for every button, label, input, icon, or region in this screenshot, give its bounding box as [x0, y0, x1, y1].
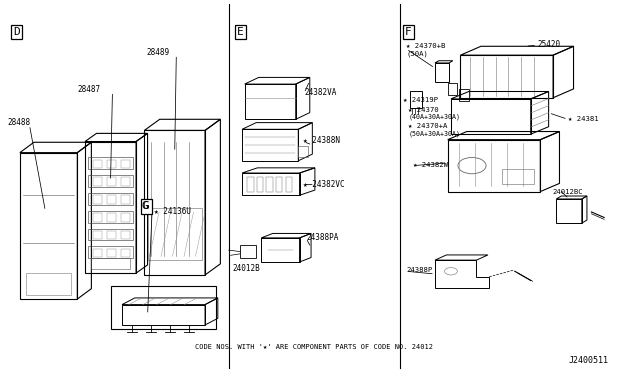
- Text: 24388P: 24388P: [406, 267, 433, 273]
- Text: (40A+30A+30A): (40A+30A+30A): [408, 114, 460, 120]
- Text: E: E: [237, 27, 244, 37]
- Text: ★ 24370+B: ★ 24370+B: [406, 43, 445, 49]
- Text: (50A+30A+30A): (50A+30A+30A): [408, 130, 460, 137]
- Text: ★ 24381: ★ 24381: [568, 116, 598, 122]
- Text: ★ 24382W: ★ 24382W: [413, 162, 447, 168]
- Text: 28489: 28489: [147, 48, 170, 57]
- Text: ★ 24388N: ★ 24388N: [303, 136, 340, 145]
- Text: ★ 24370+A: ★ 24370+A: [408, 123, 447, 129]
- Text: D: D: [13, 27, 20, 37]
- Text: F: F: [404, 27, 412, 37]
- Text: 24388PA: 24388PA: [307, 232, 339, 242]
- Text: ★ 24319P: ★ 24319P: [403, 97, 438, 103]
- Text: ★ 24370: ★ 24370: [408, 107, 439, 113]
- Text: 24382VA: 24382VA: [305, 88, 337, 97]
- Text: 24012B: 24012B: [232, 264, 260, 273]
- Text: 28488: 28488: [7, 119, 30, 128]
- Text: 24012BC: 24012BC: [552, 189, 583, 195]
- Text: J2400511: J2400511: [568, 356, 608, 365]
- Text: CODE NOS. WITH '★' ARE COMPONENT PARTS OF CODE NO. 24012: CODE NOS. WITH '★' ARE COMPONENT PARTS O…: [195, 344, 433, 350]
- Text: ★ 24382VC: ★ 24382VC: [303, 180, 344, 189]
- Text: ★ 24136U: ★ 24136U: [154, 208, 191, 217]
- Text: G: G: [141, 201, 148, 211]
- Text: G: G: [143, 201, 150, 211]
- Text: 25420: 25420: [537, 40, 560, 49]
- Text: (50A): (50A): [406, 50, 428, 57]
- Text: 28487: 28487: [77, 85, 100, 94]
